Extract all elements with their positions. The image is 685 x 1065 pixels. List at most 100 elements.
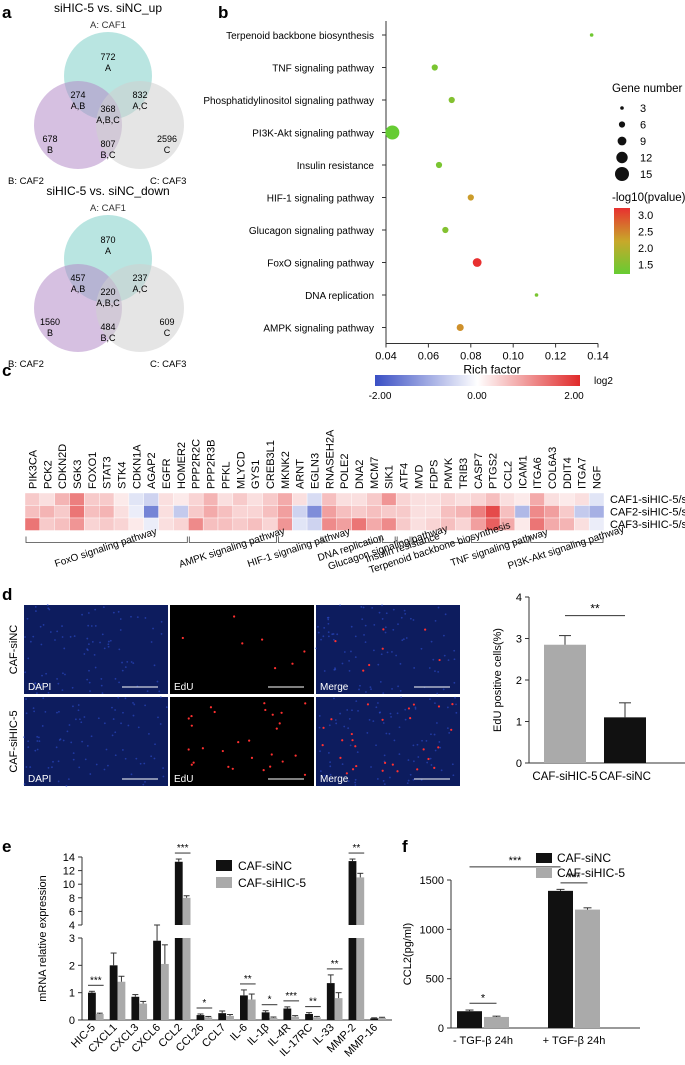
dapi-speck [389,777,391,779]
dapi-speck [348,660,350,662]
heatmap-cell [456,493,471,506]
edu-speck [427,758,429,760]
edu-speck [214,711,216,713]
dapi-speck [398,753,400,755]
dapi-speck [63,648,65,650]
dapi-speck [383,722,385,724]
heatmap-cell [545,506,560,519]
dapi-speck [67,730,69,732]
dapi-speck [320,639,322,641]
bubble-chart: Terpenoid backbone biosynthesisTNF signa… [203,21,685,377]
venn-region-label: A,C [132,101,148,111]
dapi-speck [37,749,39,751]
dapi-speck [79,718,81,720]
dapi-speck [115,754,117,756]
dapi-speck [393,609,395,611]
y-tick-label: 3 [69,933,75,945]
x-tick-label: 0.12 [545,351,566,363]
y-tick-label: 500 [426,974,444,986]
gene-label: CDKN2D [57,444,69,489]
dapi-speck [36,736,38,738]
dapi-speck [48,767,50,769]
size-legend-label: 3 [640,103,646,115]
heatmap-cell [411,518,426,531]
heatmap-cell [352,493,367,506]
heatmap-cell [70,506,85,519]
microscopy-image [170,697,314,786]
dapi-speck [429,698,431,700]
dapi-speck [102,692,104,694]
color-legend-label: 2.5 [638,227,653,239]
significance-label: * [481,992,486,1004]
dapi-speck [24,783,26,785]
heatmap-cell [173,493,188,506]
dapi-speck [33,710,35,712]
dapi-speck [135,758,137,760]
gene-label: GYS1 [250,460,262,489]
channel-label: DAPI [28,774,51,785]
dapi-speck [58,760,60,762]
edu-speck [450,729,452,731]
edu-speck [271,753,273,755]
dapi-speck [382,692,384,694]
edu-speck [188,717,190,719]
gene-label: FDPS [428,460,440,489]
dapi-speck [322,635,324,637]
dapi-speck [334,667,336,669]
venn-region-label: A,B [71,101,86,111]
dapi-speck [375,744,377,746]
panel-b: b Terpenoid backbone biosynthesisTNF sig… [203,3,685,377]
microscopy-image [24,605,168,694]
dapi-speck [69,724,71,726]
dapi-speck [377,778,379,780]
heatmap-cell [381,518,396,531]
heatmap-cell [40,493,55,506]
bar [457,1011,482,1028]
venn-title: siHIC-5 vs. siNC_up [54,1,162,15]
x-tick-label: 0.04 [375,351,396,363]
heatmap-cell [574,493,589,506]
dapi-speck [443,688,445,690]
heatmap-cell [84,493,99,506]
heatmap-cell [144,506,159,519]
dapi-speck [438,741,440,743]
dapi-speck [157,681,159,683]
dapi-speck [379,612,381,614]
dapi-speck [403,638,405,640]
bubble-point [535,293,539,297]
dapi-speck [131,661,133,663]
edu-speck [248,740,250,742]
dapi-speck [95,625,97,627]
dapi-speck [94,654,96,656]
venn-count: 832 [132,90,147,100]
dapi-speck [125,666,127,668]
dapi-speck [371,607,373,609]
microscopy-grid: CAF-siNCDAPI EdU MergeCAF-siHIC-5DAPI EdU Me… [8,604,460,787]
dapi-speck [23,736,25,738]
dapi-speck [363,607,365,609]
dapi-speck [83,716,85,718]
panel-d: d CAF-siNCDAPI EdU MergeCAF-siHIC-5DAPI EdU… [2,585,685,787]
dapi-speck [92,641,94,643]
panel-f-label: f [402,837,408,856]
legend-swatch [536,868,552,878]
y-tick-label: 1500 [420,875,444,887]
edu-speck [382,648,384,650]
dapi-speck [157,716,159,718]
dapi-speck [370,766,372,768]
dapi-speck [400,690,402,692]
dapi-speck [404,610,406,612]
dapi-speck [387,651,389,653]
heatmap-cell [84,506,99,519]
dapi-speck [121,662,123,664]
size-legend-dot [619,121,625,127]
dapi-speck [335,719,337,721]
legend-swatch [216,877,232,888]
dapi-speck [86,638,88,640]
bar [88,993,96,1020]
dapi-speck [439,747,441,749]
bubble-point [432,64,438,70]
bar [161,964,169,1020]
heatmap-cell [337,506,352,519]
edu-speck [210,706,212,708]
